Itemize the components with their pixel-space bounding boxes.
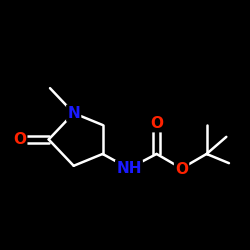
Text: O: O <box>175 162 188 177</box>
Text: N: N <box>67 106 80 121</box>
Text: O: O <box>13 132 26 147</box>
Text: NH: NH <box>116 161 142 176</box>
Text: O: O <box>150 116 163 131</box>
